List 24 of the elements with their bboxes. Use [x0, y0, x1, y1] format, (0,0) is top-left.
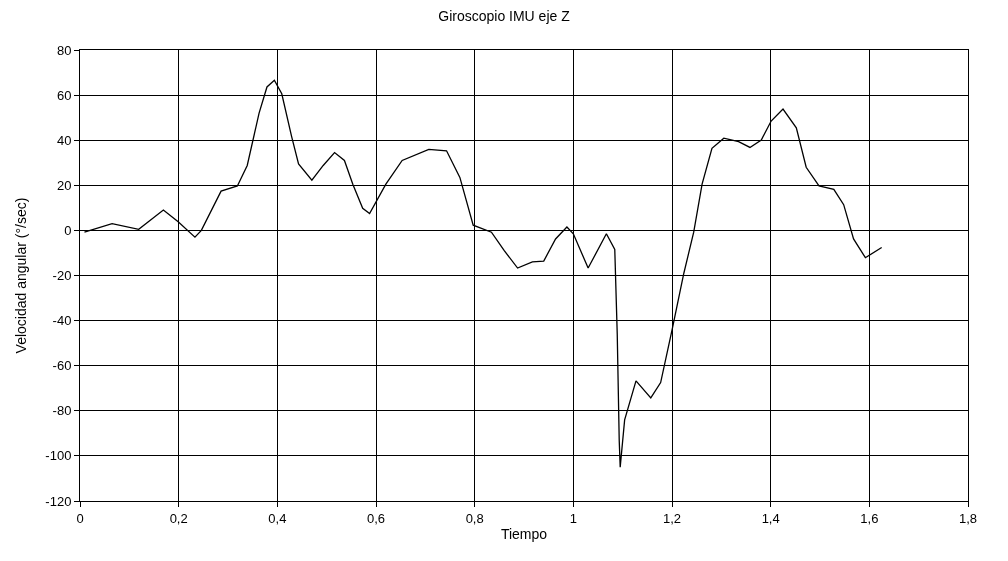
x-tick-label: 0,2: [169, 510, 188, 526]
y-tick-label: 60: [56, 87, 72, 103]
y-tick-label: 20: [56, 177, 72, 193]
x-tick-label: 1,2: [662, 510, 682, 526]
x-axis-title: Tiempo: [500, 525, 548, 542]
y-tick-label: 80: [56, 42, 72, 58]
y-tick-label: -80: [52, 403, 72, 419]
x-tick-label: 1,6: [860, 510, 879, 526]
y-tick-label: -60: [52, 358, 72, 374]
chart-title: Giroscopio IMU eje Z: [438, 8, 571, 25]
y-tick-label: -100: [45, 448, 72, 464]
y-tick-label: -120: [45, 493, 72, 509]
x-tick-label: 0: [76, 510, 84, 526]
x-tick-label: 1,4: [761, 510, 780, 526]
x-tick-label: 0,8: [465, 510, 484, 526]
x-tick-label: 0,6: [366, 510, 386, 526]
x-tick-label: 1,8: [958, 510, 978, 526]
y-axis-title: Velocidad angular (°/sec): [12, 197, 29, 354]
y-tick-label: -20: [52, 268, 72, 284]
x-tick-label: 1: [569, 510, 577, 526]
x-tick-label: 0,4: [268, 510, 287, 526]
y-tick-label: -40: [52, 313, 72, 329]
y-tick-label: 40: [56, 132, 72, 148]
y-tick-label: 0: [64, 222, 72, 238]
